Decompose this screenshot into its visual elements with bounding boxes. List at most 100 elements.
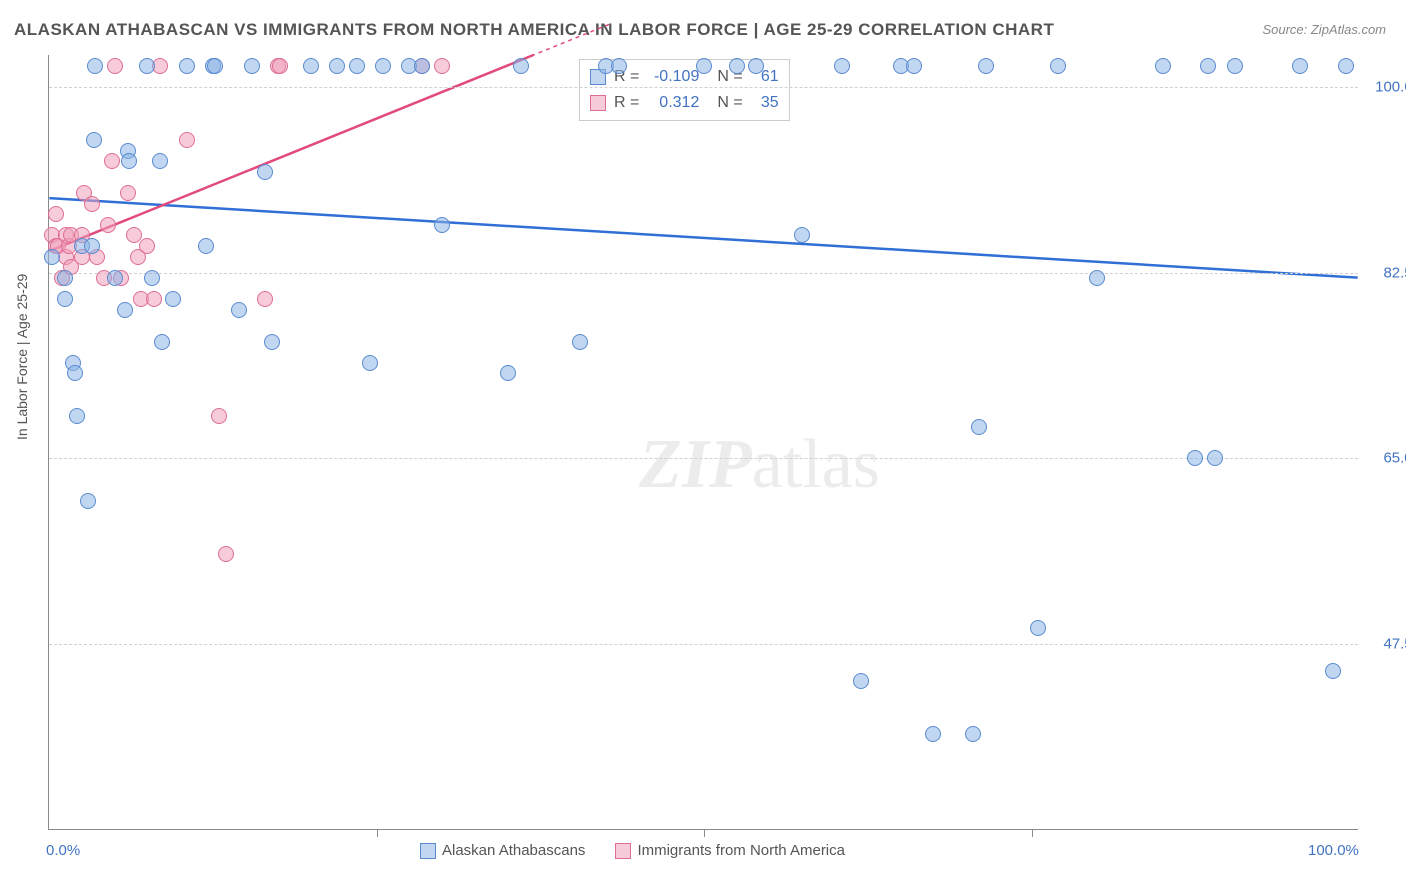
data-point — [303, 58, 319, 74]
source-label: Source: ZipAtlas.com — [1262, 22, 1386, 37]
data-point — [244, 58, 260, 74]
legend-label: Immigrants from North America — [637, 842, 845, 859]
data-point — [513, 58, 529, 74]
data-point — [349, 58, 365, 74]
x-tick-mark — [704, 829, 705, 837]
data-point — [375, 58, 391, 74]
data-point — [794, 227, 810, 243]
trend-line — [49, 198, 1357, 278]
data-point — [572, 334, 588, 350]
data-point — [121, 153, 137, 169]
data-point — [139, 238, 155, 254]
data-point — [57, 291, 73, 307]
data-point — [696, 58, 712, 74]
data-point — [120, 185, 136, 201]
data-point — [218, 546, 234, 562]
data-point — [925, 726, 941, 742]
data-point — [329, 58, 345, 74]
data-point — [146, 291, 162, 307]
x-tick-mark — [1032, 829, 1033, 837]
data-point — [1155, 58, 1171, 74]
trend-lines-layer — [49, 55, 1358, 829]
data-point — [44, 249, 60, 265]
data-point — [107, 270, 123, 286]
data-point — [611, 58, 627, 74]
y-gridline — [49, 87, 1358, 88]
stats-n-value: 35 — [751, 90, 779, 116]
stats-n-label: N = — [717, 90, 742, 116]
data-point — [86, 132, 102, 148]
y-gridline — [49, 644, 1358, 645]
data-point — [1227, 58, 1243, 74]
data-point — [971, 419, 987, 435]
y-tick-label: 100.0% — [1366, 78, 1406, 95]
data-point — [179, 58, 195, 74]
data-point — [154, 334, 170, 350]
data-point — [144, 270, 160, 286]
data-point — [434, 58, 450, 74]
legend-item: Immigrants from North America — [615, 842, 845, 859]
legend-label: Alaskan Athabascans — [442, 842, 585, 859]
data-point — [1200, 58, 1216, 74]
legend-swatch — [420, 843, 436, 859]
y-axis-title: In Labor Force | Age 25-29 — [14, 274, 30, 440]
data-point — [500, 365, 516, 381]
data-point — [906, 58, 922, 74]
data-point — [1325, 663, 1341, 679]
data-point — [1292, 58, 1308, 74]
data-point — [1207, 450, 1223, 466]
legend-swatch — [590, 95, 606, 111]
data-point — [1050, 58, 1066, 74]
data-point — [80, 493, 96, 509]
data-point — [729, 58, 745, 74]
data-point — [67, 365, 83, 381]
data-point — [207, 58, 223, 74]
data-point — [84, 196, 100, 212]
stats-r-label: R = — [614, 90, 639, 116]
y-gridline — [49, 458, 1358, 459]
data-point — [362, 355, 378, 371]
data-point — [69, 408, 85, 424]
stats-row: R = 0.312 N = 35 — [590, 90, 779, 116]
data-point — [48, 206, 64, 222]
data-point — [179, 132, 195, 148]
data-point — [965, 726, 981, 742]
data-point — [853, 673, 869, 689]
x-tick-label-min: 0.0% — [46, 842, 80, 859]
data-point — [1187, 450, 1203, 466]
data-point — [434, 217, 450, 233]
data-point — [84, 238, 100, 254]
data-point — [257, 291, 273, 307]
stats-r-value: 0.312 — [647, 90, 699, 116]
y-gridline — [49, 273, 1358, 274]
data-point — [748, 58, 764, 74]
legend-item: Alaskan Athabascans — [420, 842, 585, 859]
data-point — [257, 164, 273, 180]
data-point — [414, 58, 430, 74]
data-point — [1089, 270, 1105, 286]
chart-title: ALASKAN ATHABASCAN VS IMMIGRANTS FROM NO… — [14, 20, 1054, 40]
data-point — [978, 58, 994, 74]
legend-swatch — [615, 843, 631, 859]
legend-bottom: Alaskan Athabascans Immigrants from North… — [420, 842, 845, 859]
data-point — [117, 302, 133, 318]
plot-area: R =-0.109N =61R =0.312N =35 ZIPatlas 47.… — [48, 55, 1358, 830]
data-point — [211, 408, 227, 424]
data-point — [152, 153, 168, 169]
x-tick-mark — [377, 829, 378, 837]
data-point — [87, 58, 103, 74]
data-point — [57, 270, 73, 286]
y-tick-label: 47.5% — [1366, 636, 1406, 653]
data-point — [198, 238, 214, 254]
y-tick-label: 65.0% — [1366, 450, 1406, 467]
y-tick-label: 82.5% — [1366, 264, 1406, 281]
data-point — [834, 58, 850, 74]
data-point — [100, 217, 116, 233]
data-point — [107, 58, 123, 74]
x-tick-label-max: 100.0% — [1308, 842, 1359, 859]
data-point — [139, 58, 155, 74]
data-point — [104, 153, 120, 169]
data-point — [1338, 58, 1354, 74]
data-point — [165, 291, 181, 307]
data-point — [231, 302, 247, 318]
